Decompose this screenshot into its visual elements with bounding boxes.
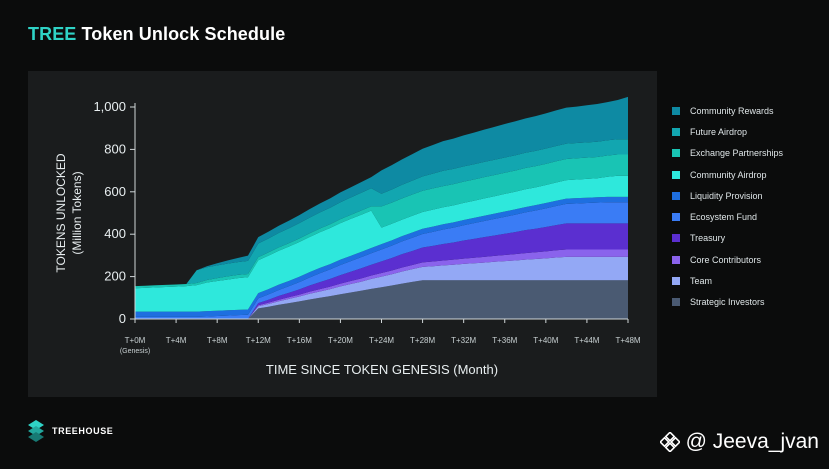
legend-swatch: [672, 213, 680, 222]
x-tick-label: T+16M: [287, 336, 312, 345]
y-tick-label: 400: [104, 226, 126, 241]
brand-name: TREEHOUSE: [52, 426, 114, 436]
legend-label: Community Rewards: [690, 105, 774, 116]
legend-item: Ecosystem Fund: [672, 206, 783, 227]
legend-label: Ecosystem Fund: [690, 212, 758, 223]
legend-label: Community Airdrop: [690, 169, 767, 180]
area-team: [135, 256, 628, 319]
area-core-contributors: [135, 249, 628, 319]
area-community-rewards: [135, 96, 628, 287]
legend-swatch: [672, 106, 680, 115]
legend-label: Strategic Investors: [690, 297, 765, 308]
legend-item: Community Rewards: [672, 100, 783, 121]
x-tick-label: T+0M: [125, 336, 146, 345]
legend-swatch: [672, 191, 680, 200]
legend-swatch: [672, 127, 680, 136]
x-tick-label: T+48M: [615, 336, 640, 345]
legend-item: Liquidity Provision: [672, 185, 783, 206]
legend-swatch: [672, 234, 680, 243]
legend-label: Team: [690, 276, 713, 287]
watermark: @ Jeeva_jvan: [659, 430, 819, 454]
x-axis-label: TIME SINCE TOKEN GENESIS (Month): [266, 362, 498, 377]
legend-label: Liquidity Provision: [690, 190, 763, 201]
chart-legend: Community Rewards Future Airdrop Exchange …: [672, 100, 783, 313]
title-accent: TREE: [28, 24, 77, 44]
legend-item: Team: [672, 270, 783, 291]
legend-swatch: [672, 255, 680, 264]
x-tick-label: T+40M: [533, 336, 558, 345]
legend-item: Exchange Partnerships: [672, 143, 783, 164]
legend-label: Exchange Partnerships: [690, 148, 784, 159]
area-layers: [135, 96, 628, 319]
x-tick-label: T+8M: [207, 336, 228, 345]
legend-swatch: [672, 298, 680, 307]
page-title: TREE Token Unlock Schedule: [28, 24, 285, 45]
chart-axes: 0 200 400 600 800 1,000 T+0M T+4M T+8M T+12M T+16M…: [93, 99, 640, 355]
binance-logo-icon: [659, 432, 680, 452]
x-tick-label: T+28M: [410, 336, 435, 345]
legend-swatch: [672, 170, 680, 179]
legend-label: Treasury: [690, 233, 726, 244]
brand: TREEHOUSE: [28, 420, 113, 442]
legend-label: Core Contributors: [690, 254, 762, 265]
y-tick-label: 0: [119, 311, 126, 326]
unlock-area-chart: 0 200 400 600 800 1,000 T+0M T+4M T+8M T+12M T+16M…: [54, 96, 641, 377]
x-tick-label: T+20M: [328, 336, 353, 345]
y-axis-label: TOKENS UNLOCKED: [54, 153, 68, 272]
x-tick-label: T+44M: [574, 336, 599, 345]
legend-label: Future Airdrop: [690, 126, 748, 137]
x-tick-sublabel: (Genesis): [120, 348, 150, 355]
legend-item: Treasury: [672, 228, 783, 249]
legend-item: Strategic Investors: [672, 292, 783, 313]
legend-item: Community Airdrop: [672, 164, 783, 185]
area-ecosystem-fund: [135, 202, 628, 319]
x-tick-label: T+12M: [246, 336, 271, 345]
legend-item: Future Airdrop: [672, 121, 783, 142]
x-tick-label: T+32M: [451, 336, 476, 345]
area-strategic-investors: [135, 280, 628, 319]
area-community-airdrop: [135, 175, 628, 312]
area-future-airdrop: [135, 139, 628, 287]
y-tick-label: 600: [104, 184, 126, 199]
x-tick-label: T+36M: [492, 336, 517, 345]
legend-swatch: [672, 149, 680, 158]
y-tick-label: 800: [104, 141, 126, 156]
y-axis-sublabel: (Million Tokens): [70, 171, 84, 254]
x-tick-label: T+24M: [369, 336, 394, 345]
watermark-text: @ Jeeva_jvan: [685, 430, 819, 453]
y-tick-label: 200: [104, 269, 126, 284]
y-tick-label: 1,000: [93, 99, 126, 114]
chart-panel: 0 200 400 600 800 1,000 T+0M T+4M T+8M T+12M T+16M…: [28, 71, 657, 397]
legend-swatch: [672, 277, 680, 286]
area-exchange-partnerships: [135, 154, 628, 289]
x-tick-label: T+4M: [166, 336, 187, 345]
treehouse-logo-icon: [28, 420, 44, 442]
area-treasury: [135, 223, 628, 319]
title-rest: Token Unlock Schedule: [81, 24, 286, 44]
legend-item: Core Contributors: [672, 249, 783, 270]
